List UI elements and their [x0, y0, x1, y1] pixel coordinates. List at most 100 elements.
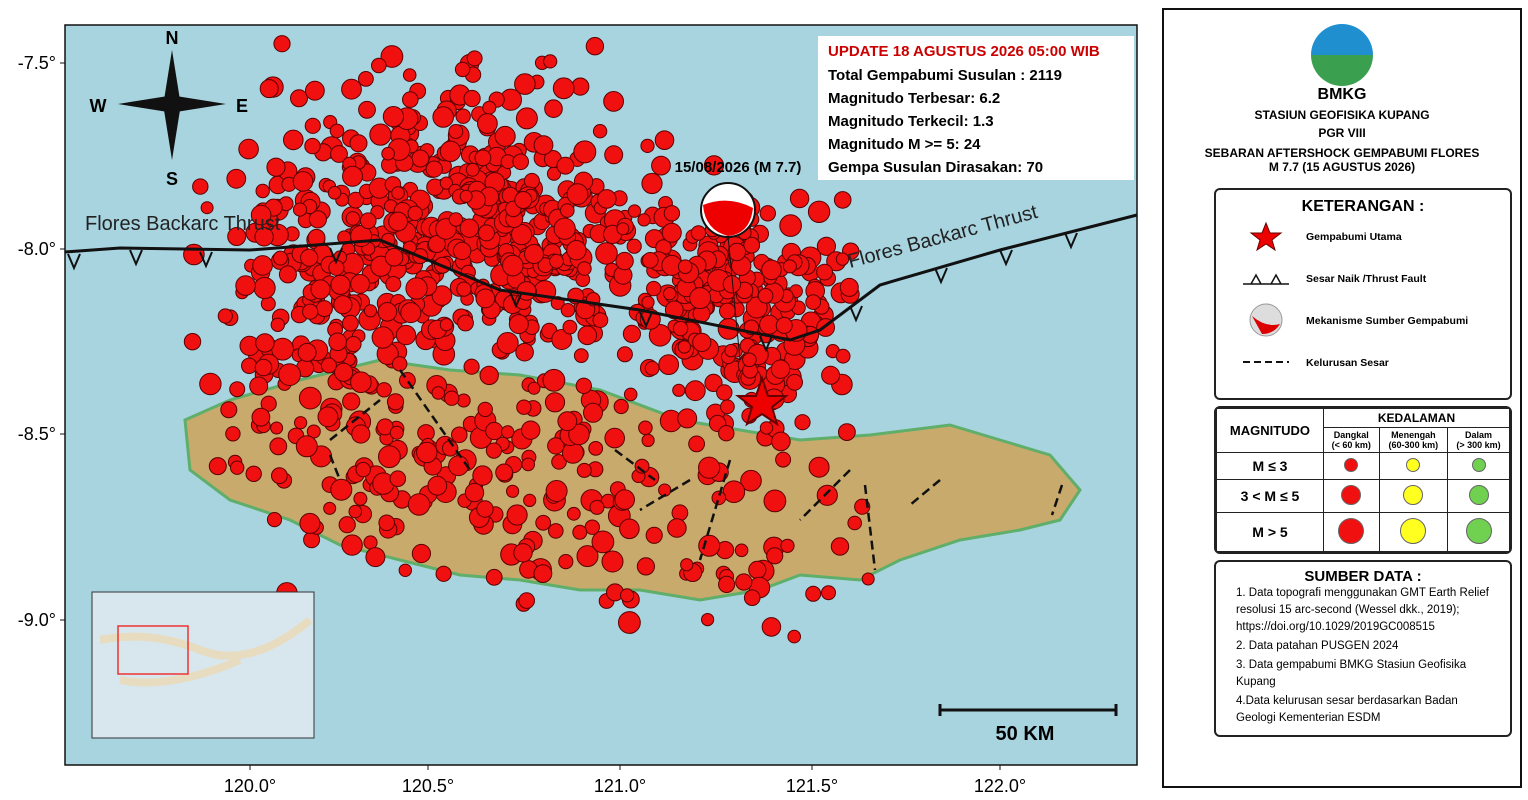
aftershock: [821, 585, 836, 601]
aftershock: [523, 172, 540, 189]
compass-w: W: [90, 96, 107, 116]
depth-column: Menengah (60-300 km): [1378, 427, 1449, 453]
aftershock: [692, 332, 712, 352]
aftershock: [646, 280, 662, 297]
source-item: 1. Data topografi menggunakan GMT Earth …: [1236, 587, 1489, 633]
aftershock: [601, 550, 624, 573]
aftershock: [786, 373, 803, 391]
aftershock: [270, 421, 284, 435]
aftershock: [603, 91, 624, 112]
aftershock: [544, 392, 566, 413]
aftershock: [782, 259, 797, 274]
symbol: [1403, 484, 1424, 505]
aftershock: [342, 392, 361, 411]
aftershock: [251, 407, 271, 427]
aftershock: [477, 401, 493, 418]
inset-frame: [117, 625, 189, 675]
aftershock: [271, 467, 288, 485]
aftershock: [255, 183, 270, 199]
aftershock: [835, 252, 850, 266]
thrust-fault: [64, 213, 1138, 342]
aftershock: [330, 145, 348, 163]
scale-ends: [938, 704, 1118, 716]
table-row: MAGNITUDO KEDALAMAN: [1216, 408, 1511, 453]
aftershock: [591, 530, 615, 554]
aftershock: [515, 107, 538, 130]
aftershock: [457, 314, 474, 332]
aftershock: [217, 308, 233, 324]
aftershock: [619, 518, 640, 540]
info-box: [818, 36, 1134, 180]
aftershock: [672, 383, 686, 397]
aftershock: [558, 554, 574, 570]
aftershock: [266, 157, 286, 177]
aftershock: [254, 227, 274, 247]
aftershock: [718, 425, 735, 442]
aftershock: [616, 346, 633, 363]
depth-name: Dangkal: [1333, 430, 1369, 440]
aftershock: [297, 342, 317, 362]
aftershock: [523, 493, 537, 507]
aftershock: [583, 402, 603, 423]
aftershock: [551, 329, 573, 350]
legend-label: Kelurusan Sesar: [1306, 357, 1389, 369]
aftershock: [513, 543, 533, 563]
aftershock: [454, 61, 471, 78]
lineaments: [328, 369, 1064, 571]
aftershock: [573, 140, 597, 164]
aftershock: [348, 504, 363, 519]
symbol: [1341, 484, 1362, 505]
aftershock: [516, 399, 532, 415]
aftershock: [439, 140, 462, 163]
aftershock: [226, 168, 247, 189]
aftershock: [220, 401, 238, 419]
aftershock: [641, 433, 655, 447]
aftershock: [622, 324, 642, 343]
aftershock: [341, 534, 363, 556]
aftershock: [771, 431, 791, 452]
aftershock: [448, 212, 464, 227]
aftershock: [661, 222, 682, 243]
aftershock: [302, 303, 319, 320]
depth-range: (< 60 km): [1331, 440, 1371, 450]
aftershock: [577, 325, 598, 346]
aftershock: [334, 362, 354, 382]
aftershock: [527, 381, 541, 395]
aftershock: [345, 211, 361, 226]
panel-subtitle: M 7.7 (15 AGUSTUS 2026): [1268, 160, 1416, 174]
aftershock: [341, 78, 362, 100]
info-line: Total Gempabumi Susulan : 2119: [828, 67, 1062, 84]
aftershock: [378, 514, 396, 532]
aftershock: [573, 348, 589, 364]
lat-tick-label: -8.5°: [18, 424, 56, 444]
aftershock: [320, 357, 337, 374]
aftershock: [398, 563, 412, 577]
aftershock: [524, 244, 544, 264]
aftershock: [789, 188, 810, 209]
lat-tick-label: -8.0°: [18, 239, 56, 259]
aftershock: [808, 456, 830, 478]
aftershock: [821, 365, 841, 385]
mag-class: M ≤ 3: [1216, 452, 1324, 480]
aftershock: [552, 77, 575, 100]
aftershock: [476, 500, 494, 518]
aftershock: [477, 113, 498, 134]
symbol: [1406, 457, 1421, 472]
aftershock: [535, 514, 552, 531]
aftershock: [560, 303, 576, 318]
aftershock: [556, 156, 575, 175]
aftershock: [592, 312, 609, 329]
aftershock: [735, 573, 753, 591]
aftershock: [542, 368, 566, 392]
aftershock: [642, 251, 659, 269]
station: STASIUN GEOFISIKA KUPANG: [1254, 108, 1430, 122]
depth-column: Dangkal (< 60 km): [1322, 427, 1380, 453]
aftershock: [439, 176, 453, 190]
aftershock: [572, 524, 588, 540]
aftershock: [252, 255, 273, 276]
aftershock: [255, 333, 275, 353]
aftershock: [575, 377, 592, 394]
aftershock: [568, 423, 590, 446]
aftershock: [664, 300, 684, 320]
depth-column: Dalam (> 300 km): [1447, 427, 1510, 453]
